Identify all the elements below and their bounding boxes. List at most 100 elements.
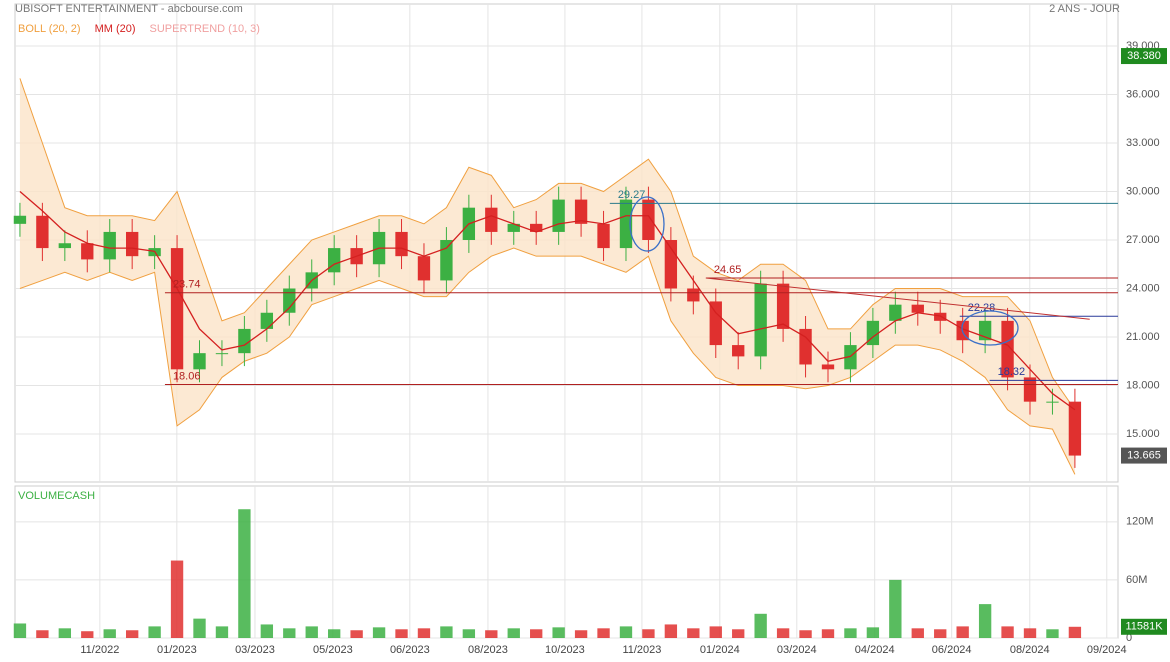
annotation-circle <box>629 196 665 252</box>
volume-bar <box>350 630 363 638</box>
price-badge-label: 38.380 <box>1127 50 1161 62</box>
volume-bar <box>417 628 431 638</box>
volume-bar <box>597 628 610 638</box>
volume-bar <box>395 629 408 638</box>
price-panel <box>14 3 1119 483</box>
volume-bar <box>36 630 49 638</box>
candle-body <box>238 328 251 354</box>
annotation-circle <box>961 310 1019 346</box>
volume-bar <box>1001 626 1014 638</box>
volume-bar <box>193 618 206 638</box>
volume-bar <box>1046 629 1059 638</box>
volume-bar <box>238 509 251 638</box>
level-label: 23.74 <box>173 279 201 291</box>
candle-body <box>260 312 274 329</box>
candle-body <box>642 199 655 241</box>
bollinger-lower <box>19 247 1076 475</box>
candle-body <box>440 240 453 281</box>
candle-body <box>395 231 408 257</box>
candle-body <box>934 312 947 321</box>
volume-bar <box>530 629 543 638</box>
volume-bar <box>58 628 72 638</box>
candle-body <box>170 248 184 370</box>
period: 2 ANS - JOUR <box>1049 3 1120 15</box>
x-tick-label: 10/2023 <box>545 644 585 656</box>
x-tick-label: 06/2024 <box>932 644 972 656</box>
volume-bar <box>283 628 296 638</box>
volume-bar <box>372 627 386 638</box>
legend-entry: SUPERTREND (10, 3) <box>150 23 260 35</box>
y-tick-label: 33.000 <box>1126 137 1160 149</box>
volume-bar <box>709 626 722 638</box>
volume-bar <box>215 626 229 638</box>
volume-bar <box>13 623 27 638</box>
volume-bar <box>305 626 318 638</box>
trend-line <box>705 277 1090 320</box>
volume-bar <box>170 560 184 638</box>
volume-bar <box>642 629 655 638</box>
volume-bar <box>440 626 453 638</box>
candle-body <box>215 353 229 355</box>
volume-bar <box>956 626 969 638</box>
volume-bar <box>1023 628 1037 638</box>
candle-body <box>193 353 206 370</box>
y-tick-label: 15.000 <box>1126 428 1160 440</box>
y-tick-label: 120M <box>1126 516 1154 528</box>
candle-body <box>597 223 610 249</box>
volume-bar <box>844 628 857 638</box>
candle-body <box>732 345 745 357</box>
candle-body <box>1068 401 1082 456</box>
legend-entry: MM (20) <box>95 23 136 35</box>
candle-body <box>283 288 296 313</box>
candle-body <box>709 301 722 346</box>
volume-bar <box>260 624 274 638</box>
volume-bar <box>889 579 902 638</box>
x-tick-label: 11/2022 <box>80 644 119 656</box>
volume-bar <box>866 627 880 638</box>
volume-bar <box>328 629 341 638</box>
price-badge <box>1121 48 1167 65</box>
legend-entry: BOLL (20, 2) <box>18 23 81 35</box>
volume-bar <box>776 628 790 638</box>
price-badge-label: 11581K <box>1125 621 1163 633</box>
level-label: 18.06 <box>173 370 201 382</box>
candle-body <box>125 231 139 257</box>
volume-bar <box>485 630 498 638</box>
price-badge <box>1121 447 1167 464</box>
volume-bar <box>754 613 767 638</box>
chart-title: UBISOFT ENTERTAINMENT - abcbourse.com <box>15 3 243 15</box>
candle-body <box>81 243 94 260</box>
volume-bar <box>103 629 116 638</box>
candle-body <box>417 256 431 281</box>
volume-bar <box>574 630 588 638</box>
y-tick-label: 0 <box>1126 632 1132 644</box>
x-tick-label: 06/2023 <box>390 644 430 656</box>
candle-body <box>1046 401 1059 403</box>
volume-bar <box>507 628 520 638</box>
candle-body <box>574 199 588 224</box>
x-tick-label: 03/2023 <box>235 644 275 656</box>
volume-bar <box>664 624 678 638</box>
volume-bar <box>934 629 947 638</box>
volume-bar <box>81 631 94 638</box>
volume-bar <box>148 626 161 638</box>
candle-body <box>552 199 565 232</box>
candle-body <box>58 243 72 249</box>
volume-bar <box>462 629 476 638</box>
y-tick-label: 30.000 <box>1126 185 1160 197</box>
x-tick-label: 01/2024 <box>700 644 740 656</box>
bollinger-fill <box>19 78 1075 475</box>
candle-body <box>103 231 116 260</box>
candle-body <box>844 345 857 370</box>
candle-body <box>776 283 790 329</box>
candle-body <box>911 304 924 313</box>
x-tick-label: 08/2024 <box>1010 644 1050 656</box>
y-tick-label: 36.000 <box>1126 88 1160 100</box>
moving-average <box>19 191 1076 411</box>
bollinger-upper <box>19 78 1076 411</box>
x-tick-label: 11/2023 <box>622 644 661 656</box>
candle-body <box>1001 320 1014 378</box>
